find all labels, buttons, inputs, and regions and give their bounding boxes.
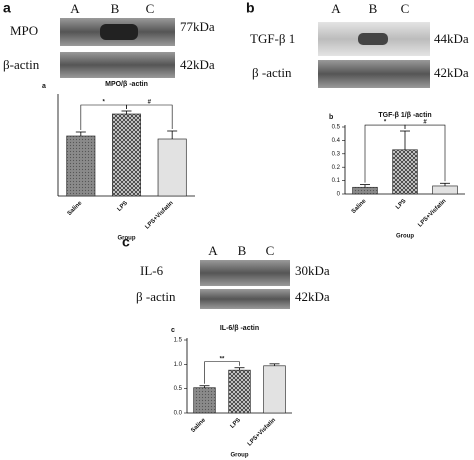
significance-bracket: [204, 361, 240, 384]
y-tick-label: 0: [337, 192, 341, 198]
protein-label: IL-6: [140, 263, 164, 278]
significance-mark: #: [148, 100, 152, 106]
y-tick-label: 1.0: [174, 362, 183, 368]
bar: [66, 135, 96, 197]
chart-title: TGF-β 1/β -actin: [378, 112, 431, 119]
significance-mark: *: [102, 100, 105, 106]
x-tick-label: Saline: [351, 198, 368, 215]
size-label: 42kDa: [180, 57, 215, 72]
bar: [432, 185, 458, 195]
y-tick-label: 0.1: [332, 178, 341, 184]
x-tick-label: LPS: [117, 200, 129, 212]
x-tick-label: LPS+Visfatin: [417, 198, 447, 228]
chart-label: c: [171, 327, 175, 334]
chart-label: a: [42, 83, 46, 90]
size-label: 77kDa: [180, 19, 215, 34]
lane-label: B: [238, 243, 247, 258]
bar: [193, 387, 216, 414]
bar: [157, 138, 187, 197]
bar: [392, 149, 418, 195]
chart-title: IL-6/β -actin: [220, 325, 259, 332]
band: [358, 33, 388, 45]
x-axis-label: Group: [396, 234, 414, 240]
x-tick-label: LPS+Visfatin: [247, 417, 277, 447]
x-tick-label: LPS: [230, 417, 242, 429]
significance-bracket: [126, 104, 173, 129]
chart-title: MPO/β -actin: [105, 81, 148, 88]
bar: [228, 369, 251, 414]
blot: [200, 289, 290, 309]
protein-label: β-actin: [3, 57, 40, 72]
lane-label: A: [70, 1, 80, 16]
x-axis-label: Group: [231, 453, 249, 459]
lane-label: A: [331, 1, 341, 16]
y-tick-label: 0.5: [174, 386, 183, 392]
size-label: 44kDa: [434, 31, 469, 46]
protein-label: MPO: [10, 23, 38, 38]
y-tick-label: 0.0: [174, 411, 183, 417]
lane-label: B: [369, 1, 378, 16]
bar: [263, 365, 286, 414]
band: [100, 24, 138, 40]
significance-mark: *: [384, 120, 387, 126]
protein-label: β -actin: [136, 289, 176, 304]
blot: [60, 52, 175, 78]
panel-letter: a: [3, 0, 11, 16]
y-tick-label: 0.4: [332, 138, 341, 144]
panel-letter: b: [246, 0, 255, 16]
y-tick-label: 0.3: [332, 151, 341, 157]
size-label: 42kDa: [295, 289, 330, 304]
significance-mark: **: [220, 356, 225, 362]
bar: [111, 113, 142, 197]
blot: [318, 60, 430, 88]
y-tick-label: 1.5: [174, 338, 183, 344]
y-tick-label: 0.2: [332, 165, 341, 171]
y-tick-label: 0.5: [332, 125, 341, 131]
x-axis-label: Group: [118, 236, 136, 242]
x-tick-label: Saline: [67, 200, 84, 217]
protein-label: β -actin: [252, 65, 292, 80]
chart-label: b: [329, 114, 333, 121]
lane-label: B: [111, 1, 120, 16]
protein-label: TGF-β 1: [250, 31, 295, 46]
lane-label: A: [208, 243, 218, 258]
size-label: 42kDa: [434, 65, 469, 80]
significance-mark: #: [423, 120, 427, 126]
lane-label: C: [266, 243, 275, 258]
size-label: 30kDa: [295, 263, 330, 278]
bar: [352, 186, 378, 195]
x-tick-label: LPS: [395, 198, 407, 210]
lane-label: C: [401, 1, 410, 16]
x-tick-label: Saline: [190, 417, 207, 434]
blot: [200, 260, 290, 286]
panel-letter: c: [122, 234, 130, 250]
lane-label: C: [146, 1, 155, 16]
x-tick-label: LPS+Visfatin: [144, 200, 174, 230]
significance-bracket: [404, 124, 446, 182]
